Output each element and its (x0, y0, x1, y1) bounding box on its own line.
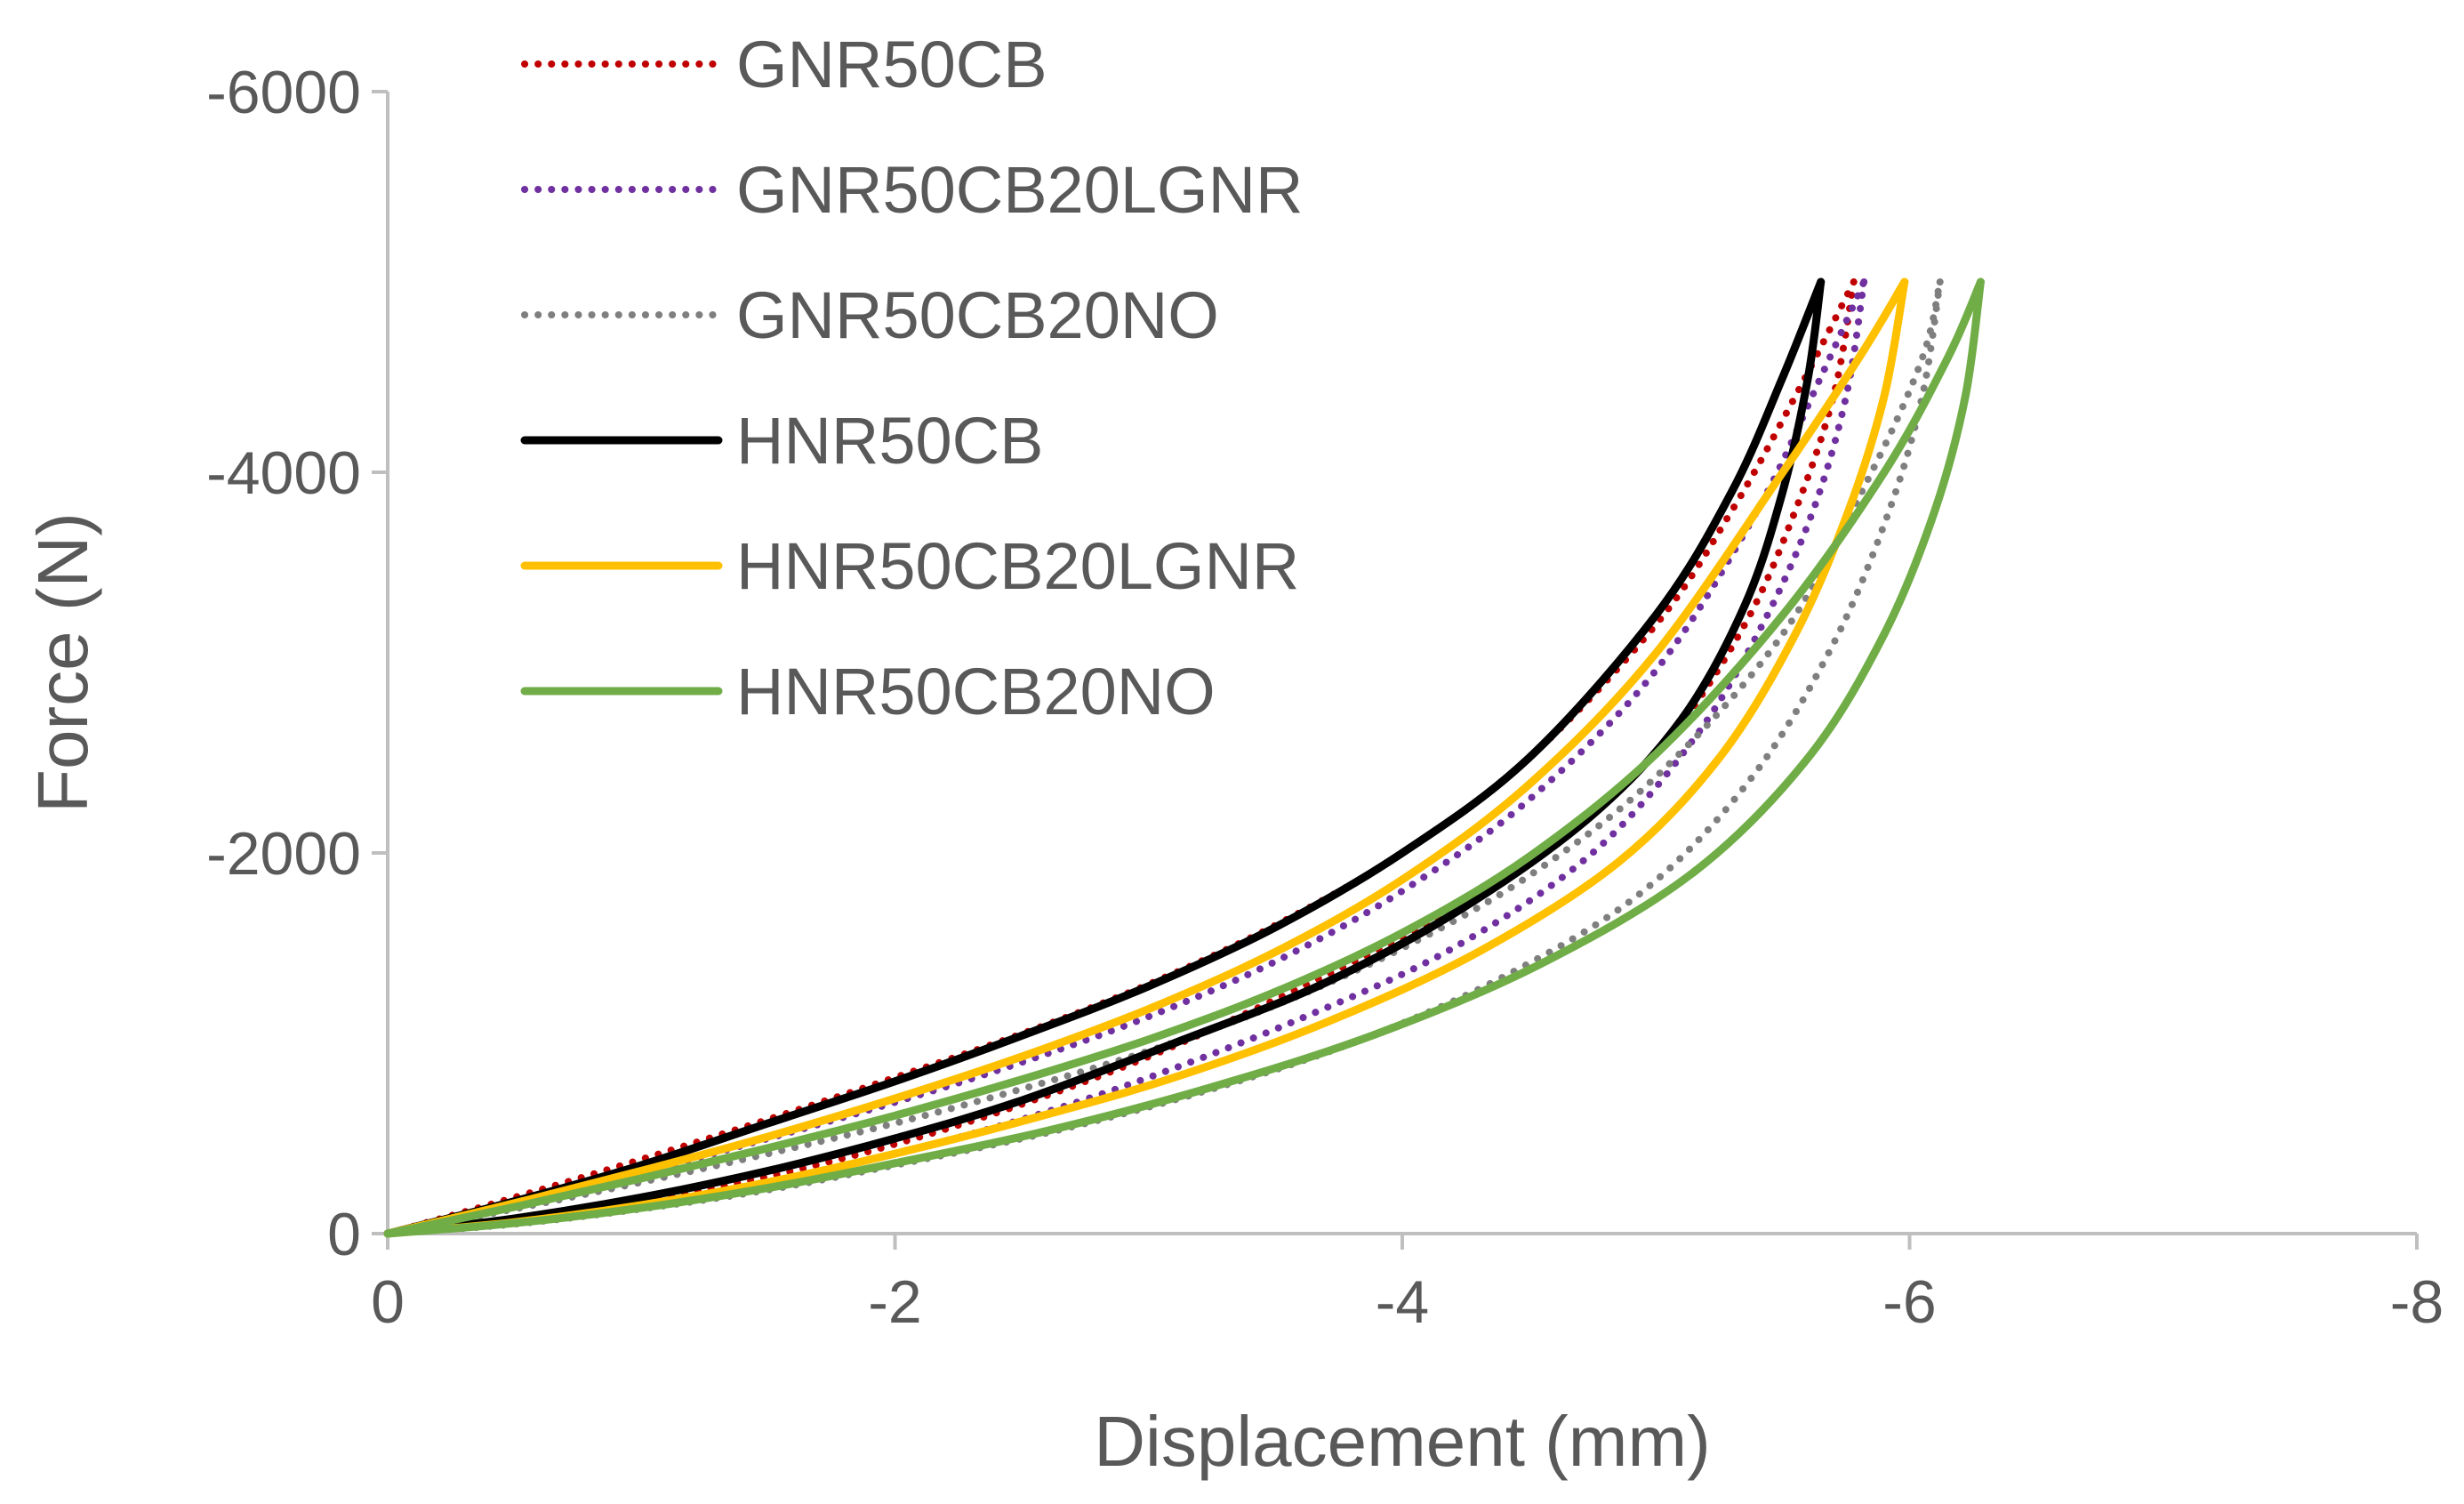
x-tick-label: -2 (868, 1268, 921, 1336)
x-axis-title: Displacement (mm) (1094, 1402, 1710, 1481)
legend-label: GNR50CB (736, 28, 1047, 101)
legend-item: GNR50CB20NO (521, 278, 1219, 352)
legend-item: HNR50CB20LGNR (520, 529, 1299, 603)
x-tick-label: -8 (2390, 1268, 2444, 1336)
y-tick-label: -4000 (206, 439, 361, 507)
legend-label: HNR50CB (736, 404, 1043, 478)
y-ticks: 0 -2000 -4000 -6000 (206, 59, 388, 1268)
x-tick-label: -6 (1882, 1268, 1936, 1336)
series-line-gnr50cb20lgnr-unloading (384, 278, 1868, 1237)
x-tick-label: 0 (371, 1268, 405, 1336)
legend-item: GNR50CB20LGNR (521, 153, 1303, 227)
y-tick-label: 0 (327, 1201, 361, 1268)
series-hnr50cb20no (383, 277, 1985, 1238)
series-line-gnr50cb20no-loading (384, 278, 1944, 1237)
series-line-hnr50cb20lgnr-unloading (383, 277, 1909, 1238)
legend-label: HNR50CB20LGNR (736, 529, 1299, 603)
series-line-hnr50cb-unloading (383, 277, 1826, 1238)
series-line-gnr50cb-unloading (384, 278, 1858, 1237)
axes: 0 -2000 -4000 -6000 0 -2 -4 -6 -8 (206, 59, 2444, 1336)
series-line-hnr50cb20no-loading (383, 277, 1985, 1238)
plot-area (383, 277, 1985, 1238)
legend-label: GNR50CB20NO (736, 278, 1219, 352)
series-gnr50cb20no (384, 278, 1944, 1237)
y-axis-title: Force (N) (23, 512, 102, 813)
series-line-hnr50cb20no-unloading (383, 277, 1985, 1238)
legend: GNR50CB GNR50CB20LGNR GNR50CB20NO HNR50CB HN… (520, 28, 1303, 728)
series-hnr50cb (383, 277, 1826, 1238)
series-line-hnr50cb20lgnr-loading (383, 277, 1909, 1238)
legend-label: HNR50CB20NO (736, 655, 1216, 728)
x-tick-label: -4 (1376, 1268, 1429, 1336)
legend-label: GNR50CB20LGNR (736, 153, 1303, 227)
y-tick-label: -6000 (206, 59, 361, 126)
legend-item: HNR50CB (520, 404, 1043, 478)
legend-item: HNR50CB20NO (520, 655, 1216, 728)
y-tick-label: -2000 (206, 820, 361, 888)
series-line-hnr50cb-loading (383, 277, 1826, 1238)
x-ticks: 0 -2 -4 -6 -8 (371, 1234, 2444, 1336)
series-line-gnr50cb20no-unloading (384, 278, 1944, 1237)
series-hnr50cb20lgnr (383, 277, 1909, 1238)
legend-item: GNR50CB (521, 28, 1047, 101)
